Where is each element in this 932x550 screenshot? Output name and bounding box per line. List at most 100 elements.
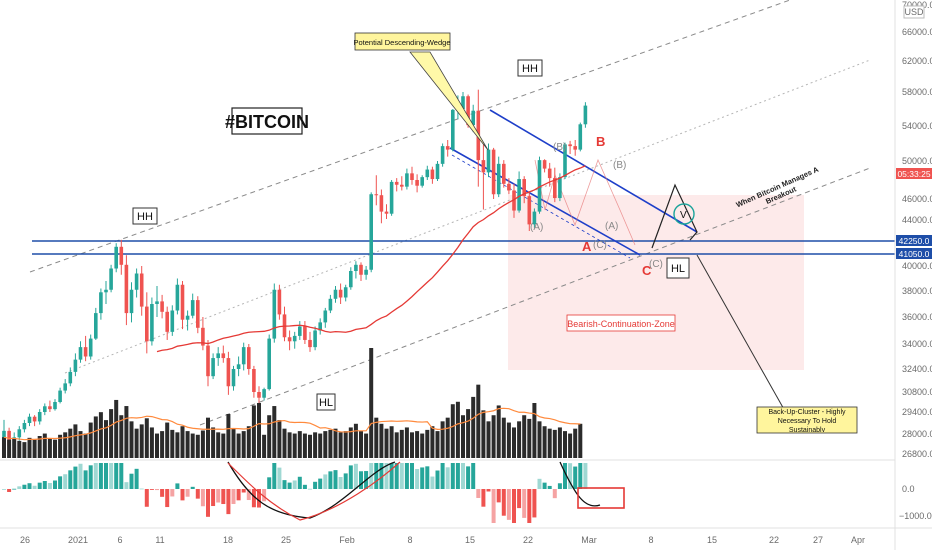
candle-body bbox=[48, 406, 52, 410]
oscillator-bar bbox=[578, 463, 583, 489]
oscillator-bar bbox=[221, 489, 226, 505]
volume-bar bbox=[313, 432, 318, 458]
volume-bar bbox=[129, 421, 134, 458]
volume-bar bbox=[47, 438, 52, 458]
price-badge bbox=[896, 248, 932, 259]
volume-bar bbox=[114, 399, 119, 458]
hh-left-box bbox=[132, 207, 158, 225]
hl-left-box bbox=[316, 393, 336, 411]
price-tick-label: 36000.0 bbox=[902, 312, 932, 322]
volume-bar bbox=[308, 434, 312, 458]
volume-bar bbox=[104, 420, 108, 458]
oscillator-bar bbox=[129, 473, 134, 489]
candle-body bbox=[211, 358, 215, 377]
price-tick-label: 30800.0 bbox=[902, 387, 932, 397]
volume-bar bbox=[139, 424, 144, 458]
volume-bar bbox=[491, 415, 496, 458]
candle-body bbox=[425, 169, 430, 178]
volume-bar bbox=[302, 433, 307, 458]
candle-body bbox=[109, 268, 113, 290]
candle-body bbox=[206, 345, 210, 377]
candle-body bbox=[180, 284, 185, 320]
candle-body bbox=[221, 353, 226, 359]
candle-body bbox=[374, 194, 379, 196]
candle-body bbox=[430, 169, 435, 180]
candle-body bbox=[553, 178, 557, 199]
oscillator-bar bbox=[180, 489, 185, 501]
oscillator-bar bbox=[88, 465, 93, 489]
oscillator-bar bbox=[2, 489, 6, 490]
oscillator-bar bbox=[445, 467, 450, 489]
volume-bar bbox=[78, 431, 83, 458]
oscillator-bar bbox=[542, 482, 547, 489]
oscillator-bar bbox=[430, 476, 435, 489]
volume-bar bbox=[155, 433, 159, 458]
volume-bar bbox=[537, 421, 542, 458]
candle-body bbox=[389, 181, 394, 214]
candle-body bbox=[99, 292, 103, 314]
volume-bar bbox=[369, 348, 374, 458]
oscillator-bar bbox=[455, 463, 460, 489]
wedge-callout-text: Potential Descending-Wedge bbox=[353, 38, 450, 47]
wedge-callout-pointer bbox=[409, 51, 489, 151]
candle-body bbox=[313, 330, 317, 348]
candle-body bbox=[491, 149, 496, 195]
sma-volume-line bbox=[3, 407, 581, 441]
candle-body bbox=[58, 390, 62, 402]
candle-body bbox=[201, 327, 205, 346]
oscillator-bar bbox=[292, 480, 297, 489]
volume-bar bbox=[435, 431, 440, 458]
time-axis: 26 2021 6 11 18 25 Feb 8 15 22 Mar 8 15 22 27 Apr bbox=[20, 535, 865, 545]
oscillator-bar bbox=[404, 463, 409, 489]
sub-A2-label: (A) bbox=[605, 221, 618, 232]
oscillator-bar bbox=[104, 463, 108, 489]
volume-bar bbox=[292, 433, 297, 458]
oscillator-bar bbox=[124, 482, 129, 489]
oscillator-bar bbox=[185, 489, 190, 497]
volume-bar bbox=[12, 438, 17, 458]
check-circle bbox=[673, 203, 695, 225]
oscillator-bar bbox=[287, 482, 292, 489]
volume-bar bbox=[364, 433, 369, 458]
oscillator-bar bbox=[267, 477, 272, 489]
candle-body bbox=[461, 96, 465, 109]
oscillator-bar bbox=[506, 489, 511, 520]
price-tick-label: 58000.0 bbox=[902, 87, 932, 97]
volume-bar bbox=[236, 433, 241, 458]
candle-body bbox=[134, 273, 139, 290]
oscillator-bar bbox=[160, 489, 165, 497]
volume-bar bbox=[338, 432, 343, 458]
sub-C2-label: (C) bbox=[649, 259, 663, 270]
oscillator-black-line-2 bbox=[559, 461, 601, 507]
oscillator-bar bbox=[58, 476, 63, 489]
oscillator-bar bbox=[27, 483, 32, 489]
volume-bar bbox=[282, 428, 287, 458]
time-tick-label: 25 bbox=[281, 535, 291, 545]
bearish-zone-box bbox=[566, 314, 676, 332]
oscillator-bar bbox=[532, 489, 537, 518]
volume-bar bbox=[517, 421, 522, 458]
candle-body bbox=[573, 146, 577, 150]
oscillator-bar bbox=[399, 463, 404, 489]
oscillator-bar bbox=[425, 466, 430, 489]
volume-bar bbox=[348, 427, 353, 458]
oscillator-bar bbox=[262, 489, 267, 502]
volume-bar bbox=[68, 428, 73, 458]
oscillator-bar bbox=[563, 463, 567, 489]
oscillator-bar bbox=[93, 463, 98, 489]
volume-bar bbox=[226, 414, 231, 458]
time-tick-label: 22 bbox=[523, 535, 533, 545]
volume-bar bbox=[206, 417, 210, 458]
volume-bar bbox=[323, 431, 328, 458]
hh-left-label: HH bbox=[137, 211, 153, 223]
oscillator-bar bbox=[73, 466, 78, 489]
volume-bar bbox=[471, 396, 476, 458]
candle-body bbox=[170, 310, 175, 332]
volume-bar bbox=[450, 404, 455, 458]
time-tick-label: 11 bbox=[155, 535, 164, 545]
projection-path bbox=[651, 183, 698, 249]
oscillator-bar bbox=[333, 470, 338, 489]
candle-body bbox=[139, 273, 144, 307]
volume-bar bbox=[22, 442, 27, 458]
